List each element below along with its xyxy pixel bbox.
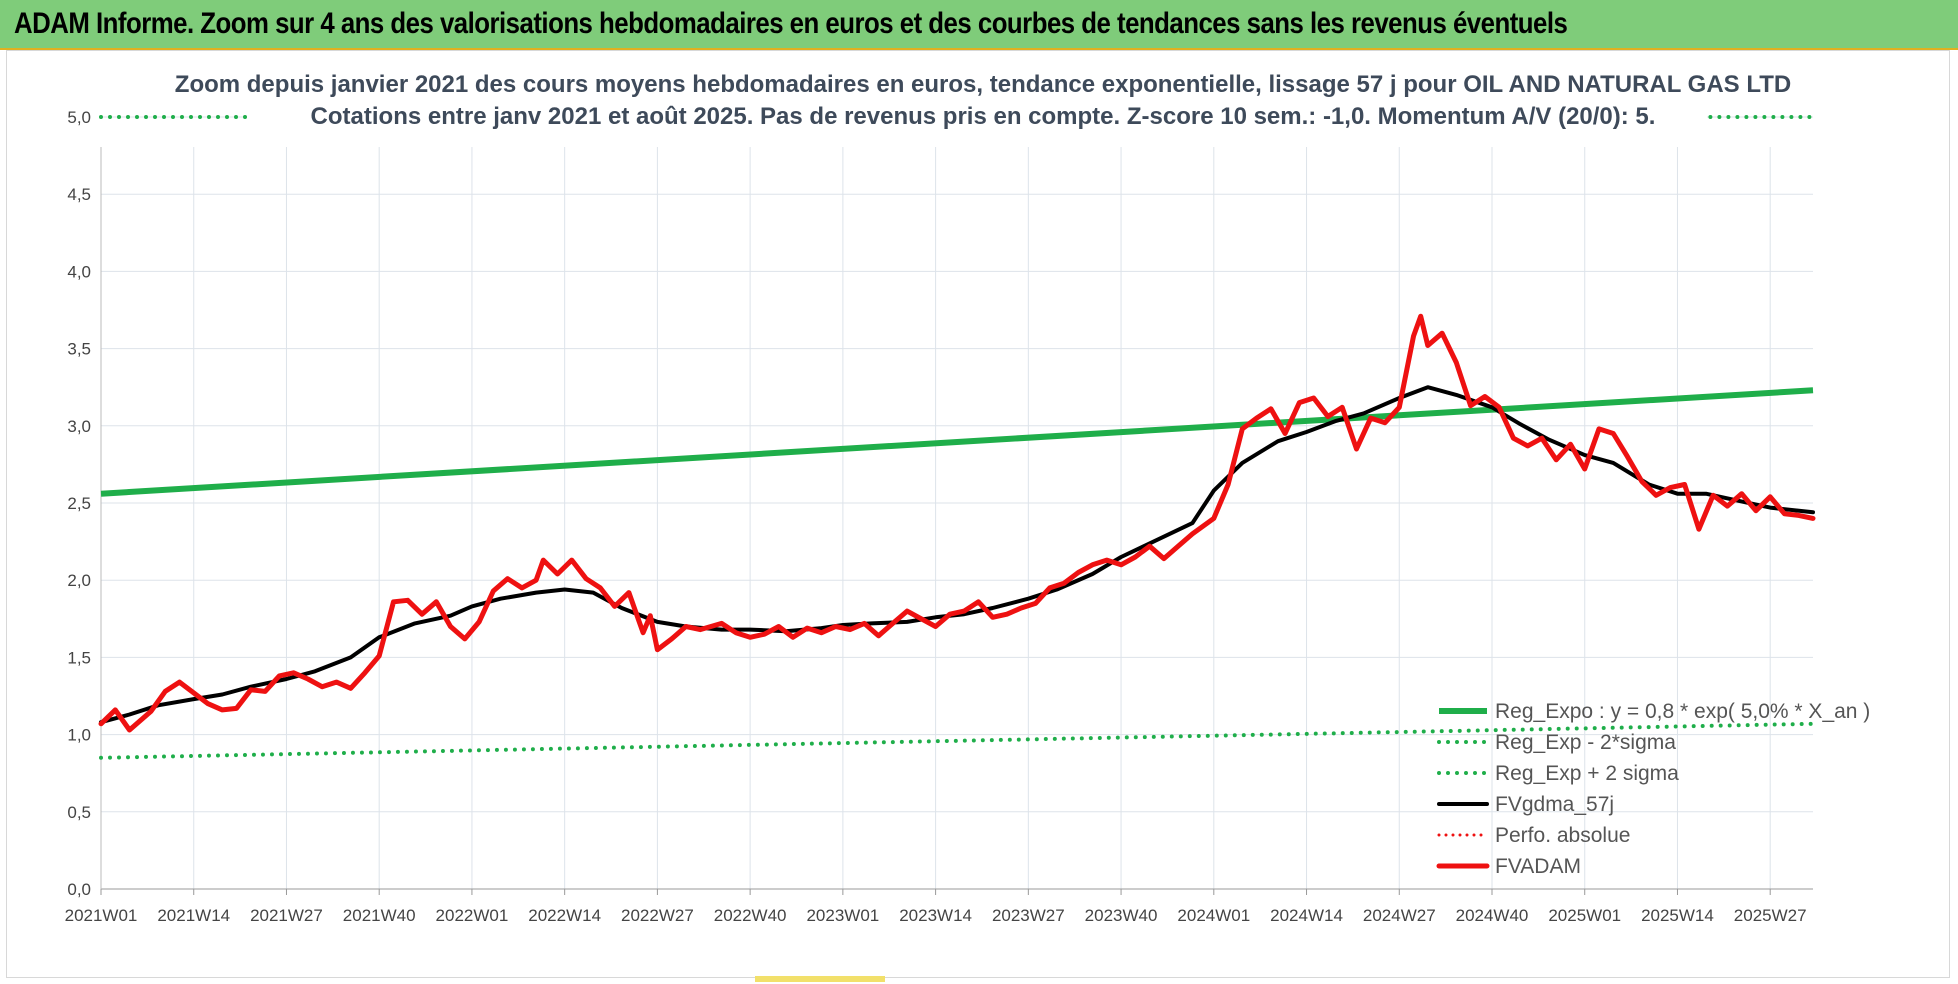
x-tick-label: 2023W14 (899, 906, 972, 925)
series-layer (98, 115, 1816, 760)
subtitle-backdrop (247, 67, 1707, 129)
x-tick-label: 2023W27 (992, 906, 1065, 925)
y-tick-label: 5,0 (67, 108, 91, 127)
series-fvadam (98, 313, 1816, 733)
x-tick-label: 2025W27 (1734, 906, 1807, 925)
x-tick-label: 2021W27 (250, 906, 323, 925)
x-tick-label: 2025W14 (1641, 906, 1714, 925)
legend-label-reg-exp-2-sigma: Reg_Exp + 2 sigma (1495, 762, 1679, 785)
y-tick-label: 4,0 (67, 262, 91, 281)
y-tick-label: 3,0 (67, 417, 91, 436)
y-tick-label: 2,0 (67, 571, 91, 590)
y-tick-label: 3,5 (67, 340, 91, 359)
legend-label-reg-exp-2-sigma: Reg_Exp - 2*sigma (1495, 731, 1676, 754)
y-tick-label: 0,0 (67, 880, 91, 899)
line-chart: 0,0 0,5 1,0 1,5 2,0 2,5 3,0 3,5 4,0 4,5 5,0 2021W01… (65, 67, 1870, 925)
legend-label-reg-expo-y-0-8-exp-5-0-x-an: Reg_Expo : y = 0,8 * exp( 5,0% * X_an ) (1495, 700, 1870, 723)
x-tick-label: 2024W01 (1177, 906, 1250, 925)
x-tick-label: 2021W40 (343, 906, 416, 925)
legend-label-fvadam: FVADAM (1495, 855, 1581, 878)
x-tick-label: 2023W40 (1085, 906, 1158, 925)
legend-label-fvgdma-57j: FVgdma_57j (1495, 793, 1614, 816)
title-banner: ADAM Informe. Zoom sur 4 ans des valoris… (0, 0, 1958, 50)
chart-subtitle-line1: Zoom depuis janvier 2021 des cours moyen… (175, 71, 1791, 98)
grid (100, 116, 1813, 895)
banner-title: ADAM Informe. Zoom sur 4 ans des valoris… (14, 7, 1568, 40)
x-tick-label: 2024W14 (1270, 906, 1343, 925)
y-tick-label: 0,5 (67, 803, 91, 822)
legend-label-perfo-absolue: Perfo. absolue (1495, 824, 1630, 847)
y-tick-label: 1,0 (67, 726, 91, 745)
x-tick-label: 2025W01 (1548, 906, 1621, 925)
x-tick-label: 2022W14 (528, 906, 601, 925)
x-tick-label: 2024W40 (1456, 906, 1529, 925)
x-tick-label: 2022W01 (436, 906, 509, 925)
chart-subtitle-line2: Cotations entre janv 2021 et août 2025. … (311, 103, 1656, 130)
x-tick-label: 2021W14 (157, 906, 230, 925)
series-reg-exp-2-sigma (99, 721, 1815, 760)
y-tick-label: 1,5 (67, 648, 91, 667)
axis-labels: 0,0 0,5 1,0 1,5 2,0 2,5 3,0 3,5 4,0 4,5 5,0 2021W01… (65, 108, 1807, 925)
legend: Reg_Expo : y = 0,8 * exp( 5,0% * X_an ) R… (1436, 700, 1870, 878)
x-tick-label: 2022W40 (714, 906, 787, 925)
x-tick-label: 2024W27 (1363, 906, 1436, 925)
decorative-marker (755, 976, 885, 982)
x-tick-label: 2022W27 (621, 906, 694, 925)
x-tick-label: 2021W01 (65, 906, 138, 925)
chart-frame: 0,0 0,5 1,0 1,5 2,0 2,5 3,0 3,5 4,0 4,5 5,0 2021W01… (6, 50, 1950, 978)
y-tick-label: 4,5 (67, 185, 91, 204)
series-reg-expo-y-0-8-exp-5-0-x-an (100, 387, 1814, 497)
x-tick-label: 2023W01 (806, 906, 879, 925)
series-fvgdma-57j (99, 385, 1815, 725)
y-tick-label: 2,5 (67, 494, 91, 513)
